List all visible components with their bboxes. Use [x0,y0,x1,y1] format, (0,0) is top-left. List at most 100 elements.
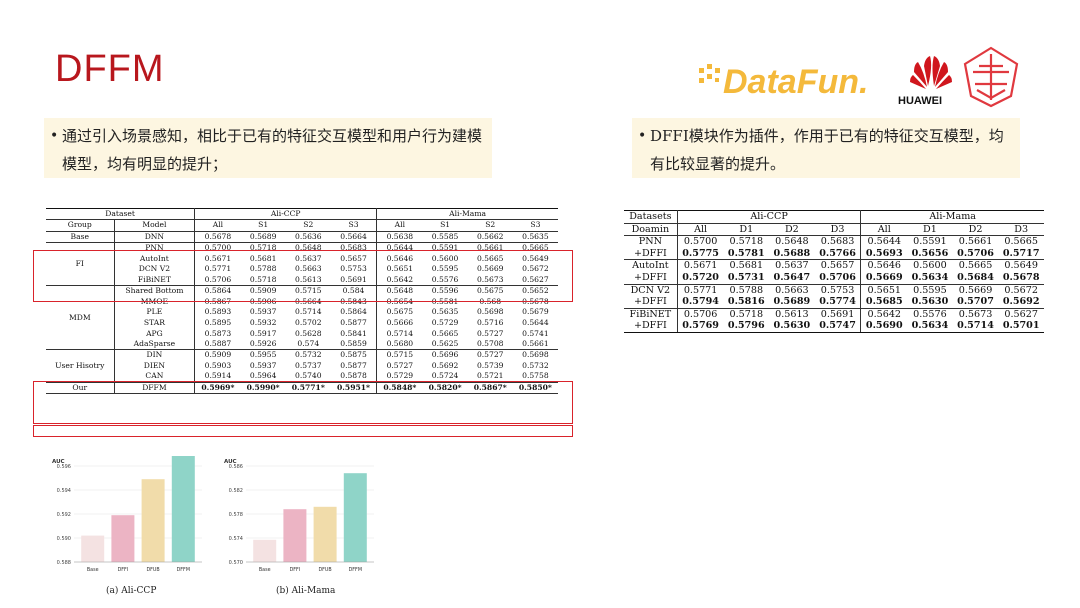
y-tick-label: 0.590 [57,536,71,542]
model-cell: AdaSparse [114,339,196,350]
chart-caption-a: (a) Ali-CCP [106,586,157,596]
value-cell: 0.5657 [330,253,378,265]
table-header-cell: D1 [723,222,770,236]
table-header-cell: D1 [907,222,953,236]
value-cell: 0.5642 [386,274,414,284]
huawei-logo-text: HUAWEI [898,95,942,107]
table-row: FI PNN 0.5700 0.5718 0.5648 0.5683 0.5644 0.559… [46,242,558,286]
group-cell: Base [46,230,115,243]
value-cell: 0.5917 [249,328,277,338]
value-cell: 0.5867* [467,381,513,395]
highlight-user-history-box [33,381,573,424]
bar-base [81,535,105,562]
table-header-cell: S1 [240,219,286,232]
results-table-main: Dataset Ali-CCP Ali-Mama Group Model All… [46,207,558,395]
value-cell: 0.5596 [422,285,468,297]
table-row: CAN 0.5914 0.5964 0.5740 0.5878 0.5729 0.5724 0… [46,371,558,383]
value-cell: 0.5585 [422,230,468,243]
table-header-cell: Doamin [624,222,678,236]
chart-caption-b: (b) Ali-Mama [276,586,336,596]
model-cell: DFFM [114,381,196,395]
table-row: STAR 0.5895 0.5932 0.5702 0.5877 0.5666 0.5729… [46,317,558,329]
model-cell: STAR [114,317,196,329]
value-cell: 0.5665 [952,259,999,272]
value-cell: 0.5707 [957,296,994,308]
value-cell: 0.5651 [386,264,414,274]
model-cell: PNN [114,242,196,254]
model-cell: CAN [114,371,196,383]
value-cell: 0.5740 [295,371,322,381]
group-cell: Our [46,381,115,395]
x-tick-label: Base [87,567,99,573]
value-cell: 0.5727 [386,360,414,370]
value-cell: 0.5698 [512,349,558,361]
bar-dffi [111,515,135,562]
model-cell: +DFFI [624,247,678,260]
table-row: MDM Shared Bottom 0.5864 0.5909 0.5715 0.584 0… [46,285,558,350]
model-cell: Shared Bottom [114,285,196,297]
value-cell: 0.5724 [431,371,459,381]
value-cell: 0.5716 [476,317,504,327]
bar-chart-ali-mama: AUC 0.570 0.574 0.578 0.582 0.586 Base DFFI DFUB… [224,459,374,573]
value-cell: 0.5714 [386,328,414,338]
value-cell: 0.5718 [249,274,277,284]
table-row: +DFFI 0.5720 0.5731 0.5647 0.5706 0.5669 0.563… [624,271,1044,285]
value-cell: 0.5878 [330,371,378,383]
value-cell: 0.5648 [769,235,815,248]
value-cell: 0.5932 [249,317,277,327]
value-cell: 0.5630 [911,296,949,308]
y-tick-label: 0.594 [57,488,71,494]
table-header-cell: Datasets [624,210,678,224]
value-cell: 0.5671 [677,259,724,272]
table-header-cell: All [376,219,423,232]
value-cell: 0.5702 [295,317,322,327]
value-cell: 0.5753 [814,283,862,297]
value-cell: 0.5600 [431,253,459,263]
y-tick-label: 0.588 [57,560,71,566]
value-cell: 0.5771 [204,264,232,274]
value-cell: 0.5841 [330,328,378,339]
table-header-cell: S3 [330,219,378,232]
value-cell: 0.5903 [204,360,232,370]
value-cell: 0.5681 [723,259,770,272]
value-cell: 0.5729 [431,317,459,327]
value-cell: 0.5680 [386,339,414,348]
value-cell: 0.5648 [285,242,331,254]
table-row: APG 0.5873 0.5917 0.5628 0.5841 0.5714 0.5665 0… [46,328,558,339]
value-cell: 0.5747 [814,320,862,333]
datafun-dots-icon [699,64,720,83]
value-cell: 0.5955 [240,349,286,361]
value-cell: 0.5775 [682,247,719,259]
y-tick-label: 0.582 [229,488,243,494]
value-cell: 0.5672 [998,283,1044,297]
value-cell: 0.5887 [204,339,232,348]
value-cell: 0.5732 [285,349,331,361]
value-cell: 0.5771* [285,381,331,395]
value-cell: 0.5951* [330,381,378,395]
value-cell: 0.5673 [952,307,999,321]
value-cell: 0.5647 [773,271,811,283]
table-row: FiBiNET 0.5706 0.5718 0.5613 0.5691 0.5642 0.5… [46,274,558,286]
value-cell: 0.5721 [476,371,504,381]
value-cell: 0.5634 [907,320,953,333]
bar-dffi [283,509,307,562]
y-tick-label: 0.596 [57,464,71,470]
model-cell: PLE [114,307,196,318]
value-cell: 0.5909 [240,285,286,297]
value-cell: 0.5627 [998,307,1044,321]
value-cell: 0.5914 [204,371,232,381]
y-tick-label: 0.586 [229,464,243,470]
table-header-cell: S2 [285,219,331,232]
logo-area: DataFun. HUAWEI [695,44,1025,108]
bar-dfub [313,506,337,562]
value-cell: 0.5644 [376,242,423,254]
value-cell: 0.5661 [467,242,513,254]
value-cell: 0.5648 [376,285,423,297]
value-cell: 0.5796 [723,320,770,333]
value-cell: 0.5675 [386,307,414,317]
value-cell: 0.5636 [285,230,331,243]
y-tick-label: 0.578 [229,512,243,518]
y-axis-label: AUC [52,459,65,465]
table-row: DCN V2 0.5771 0.5788 0.5663 0.5753 0.5651 0.55… [46,264,558,275]
model-cell: FiBiNET [114,274,196,286]
